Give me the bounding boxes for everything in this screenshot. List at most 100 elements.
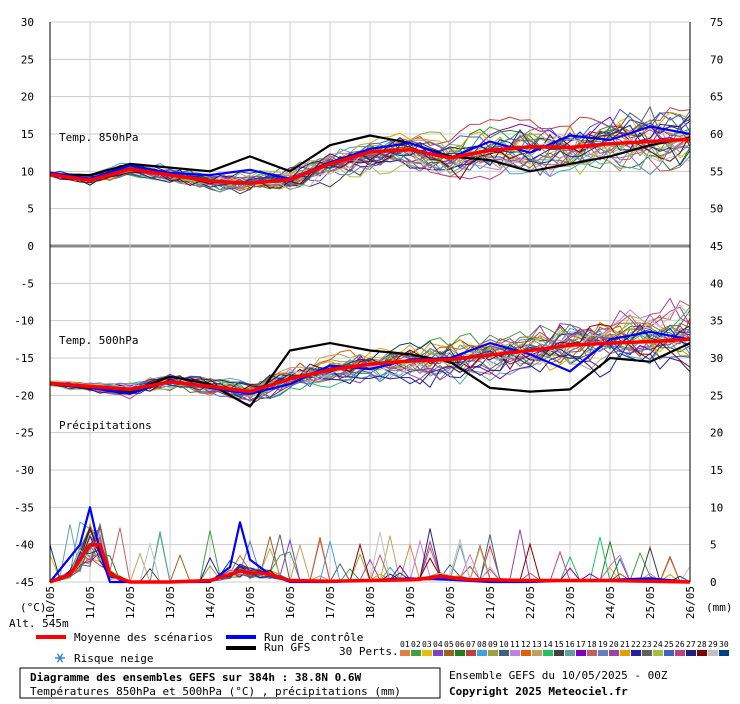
pert-number: 23: [642, 640, 652, 649]
series-t850-control: [49, 125, 691, 180]
pert-swatch: [411, 650, 421, 656]
pert-swatch: [455, 650, 465, 656]
x-tick-label: 10/05: [44, 586, 57, 619]
pert-swatch: [642, 650, 652, 656]
pert-swatch: [653, 650, 663, 656]
left-tick-label: -40: [14, 539, 34, 552]
pert-swatch: [664, 650, 674, 656]
pert-number: 11: [510, 640, 520, 649]
pert-number: 19: [598, 640, 608, 649]
right-tick-label: 75: [710, 16, 723, 29]
pert-number: 05: [444, 640, 454, 649]
perturbation-legend: 01 02 03 04 05 06 07 08 09 10 11 12 13 14 15 16 17 18 19 20…: [400, 640, 729, 656]
pert-number: 28: [697, 640, 707, 649]
pert-swatch: [708, 650, 718, 656]
pert-swatch: [422, 650, 432, 656]
pert-line-t850: [49, 114, 691, 183]
right-tick-label: 50: [710, 203, 723, 216]
chart-grid: [49, 21, 691, 583]
pert-swatch: [477, 650, 487, 656]
pert-number: 13: [532, 640, 542, 649]
legend-control-label: Run de contrôle: [264, 631, 363, 644]
pert-swatch: [488, 650, 498, 656]
pert-swatch: [576, 650, 586, 656]
left-axis-ticks: 30 25 20 15 10 5 0 -5 -10 -15 -20 -25 -30 -35 -40 -45: [14, 16, 34, 589]
x-tick-label: 23/05: [564, 586, 577, 619]
right-tick-label: 0: [710, 576, 717, 589]
pert-number: 30: [719, 640, 729, 649]
pert-swatch: [587, 650, 597, 656]
pert-number: 25: [664, 640, 674, 649]
x-tick-label: 24/05: [604, 586, 617, 619]
chart-title: Diagramme des ensembles GEFS sur 384h : …: [30, 671, 362, 684]
x-tick-label: 25/05: [644, 586, 657, 619]
right-tick-label: 35: [710, 315, 723, 328]
left-tick-label: 30: [21, 16, 34, 29]
pert-swatch: [466, 650, 476, 656]
pert-number: 21: [620, 640, 630, 649]
right-axis-unit: (mm): [706, 601, 733, 614]
left-axis-unit: (°C): [20, 601, 47, 614]
x-tick-label: 21/05: [484, 586, 497, 619]
pert-number: 07: [466, 640, 476, 649]
left-tick-label: 20: [21, 91, 34, 104]
pert-swatch: [719, 650, 729, 656]
x-tick-label: 19/05: [404, 586, 417, 619]
pert-number: 26: [675, 640, 685, 649]
x-tick-label: 12/05: [124, 586, 137, 619]
panel-label-t500: Temp. 500hPa: [59, 334, 138, 347]
panel-label-precip: Précipitations: [59, 419, 152, 432]
x-tick-label: 13/05: [164, 586, 177, 619]
x-axis-ticks: 10/05 11/05 12/05 13/05 14/05 15/05 16/05 17/05…: [44, 586, 697, 619]
pert-swatch: [620, 650, 630, 656]
right-tick-label: 20: [710, 427, 723, 440]
left-tick-label: 25: [21, 53, 34, 66]
x-tick-label: 16/05: [284, 586, 297, 619]
pert-number: 18: [587, 640, 597, 649]
pert-swatch: [565, 650, 575, 656]
right-tick-label: 40: [710, 277, 723, 290]
pert-number: 20: [609, 640, 619, 649]
pert-swatch: [543, 650, 553, 656]
pert-number: 01: [400, 640, 410, 649]
left-tick-label: -35: [14, 501, 34, 514]
pert-number: 12: [521, 640, 531, 649]
pert-number: 15: [554, 640, 564, 649]
right-tick-label: 60: [710, 128, 723, 141]
series-t850-mean: [49, 137, 691, 186]
right-tick-label: 25: [710, 389, 723, 402]
pert-swatch: [631, 650, 641, 656]
right-tick-label: 10: [710, 501, 723, 514]
pert-number: 17: [576, 640, 586, 649]
series-t500-mean: [49, 337, 691, 394]
pert-number: 27: [686, 640, 696, 649]
left-tick-label: -20: [14, 389, 34, 402]
series-t850-gfs: [49, 134, 691, 177]
pert-number: 04: [433, 640, 443, 649]
legend-gfs-label: Run GFS: [264, 641, 310, 654]
pert-swatch: [521, 650, 531, 656]
pert-number: 02: [411, 640, 421, 649]
left-tick-label: -10: [14, 315, 34, 328]
right-tick-label: 30: [710, 352, 723, 365]
legend-snow-label: Risque neige: [74, 652, 153, 665]
pert-swatch: [675, 650, 685, 656]
main-series-lines: [49, 125, 691, 584]
right-tick-label: 5: [710, 539, 717, 552]
right-tick-label: 45: [710, 240, 723, 253]
x-tick-label: 17/05: [324, 586, 337, 619]
pert-number: 24: [653, 640, 663, 649]
right-tick-label: 15: [710, 464, 723, 477]
left-tick-label: 0: [27, 240, 34, 253]
left-tick-label: -45: [14, 576, 34, 589]
pert-swatch: [532, 650, 542, 656]
pert-number: 29: [708, 640, 718, 649]
pert-number: 09: [488, 640, 498, 649]
pert-swatch: [686, 650, 696, 656]
pert-swatch: [554, 650, 564, 656]
legend-mean-label: Moyenne des scénarios: [74, 631, 213, 644]
pert-line-t500: [49, 323, 691, 395]
pert-number: 16: [565, 640, 575, 649]
